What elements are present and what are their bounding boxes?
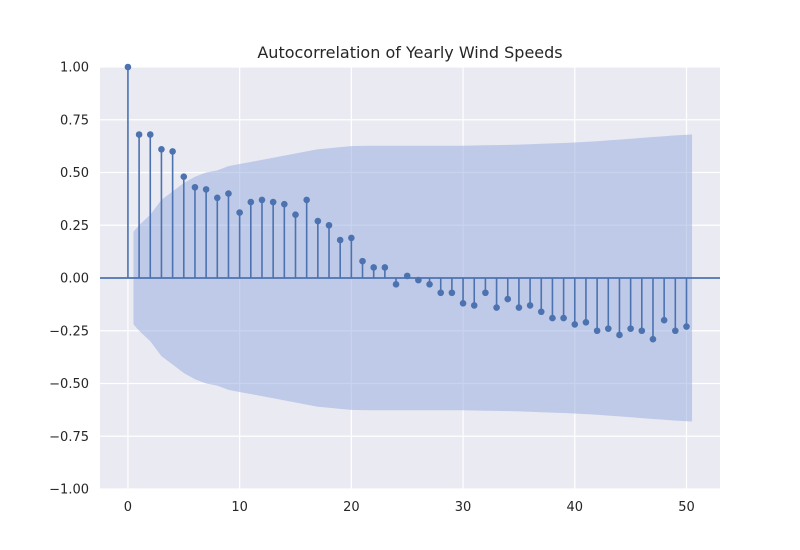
stem-markers bbox=[124, 63, 690, 343]
stem-point bbox=[504, 295, 512, 303]
stem-point bbox=[627, 325, 634, 332]
y-tick-label: −0.75 bbox=[49, 430, 89, 445]
y-tick-label: −0.25 bbox=[49, 324, 89, 339]
stem-point bbox=[582, 319, 590, 326]
stem-point bbox=[515, 304, 523, 311]
stem-point bbox=[604, 325, 612, 332]
y-tick-label: 0.00 bbox=[60, 272, 89, 287]
stem-point bbox=[314, 217, 322, 225]
stem-point bbox=[616, 331, 623, 339]
stem-point bbox=[336, 236, 344, 244]
stem-point bbox=[437, 289, 445, 297]
y-tick-labels: 1.00 0.75 0.50 0.25 0.00 −0.25 −0.50 −0.75 −1.00 bbox=[49, 61, 89, 498]
stem-point bbox=[683, 323, 690, 330]
stem-point bbox=[672, 327, 679, 335]
stem-point bbox=[180, 173, 188, 181]
stem-point bbox=[292, 211, 299, 218]
stem-point bbox=[191, 183, 199, 191]
stem-series bbox=[127, 67, 688, 340]
stem-point bbox=[213, 194, 221, 202]
x-tick-label: 40 bbox=[567, 500, 584, 515]
stem-point bbox=[448, 289, 456, 297]
stem-point bbox=[281, 200, 288, 208]
stem-point bbox=[303, 196, 310, 204]
stem-point bbox=[649, 335, 657, 343]
stem-point bbox=[325, 221, 333, 229]
x-tick-label: 30 bbox=[455, 500, 472, 515]
stem-point bbox=[146, 131, 154, 138]
stem-point bbox=[593, 327, 601, 335]
stem-point bbox=[526, 302, 534, 309]
x-tick-label: 50 bbox=[678, 500, 695, 515]
x-tick-label: 0 bbox=[124, 500, 132, 515]
y-tick-label: 0.25 bbox=[60, 219, 89, 234]
stem-point bbox=[392, 281, 400, 288]
stem-point bbox=[169, 148, 176, 155]
stem-point bbox=[269, 198, 277, 206]
x-tick-label: 20 bbox=[343, 500, 360, 515]
stem-point bbox=[236, 209, 243, 216]
stem-point bbox=[403, 272, 411, 280]
stem-point bbox=[124, 63, 132, 71]
y-tick-label: 1.00 bbox=[60, 61, 89, 76]
stem-point bbox=[470, 302, 478, 309]
stem-point bbox=[415, 276, 422, 284]
stem-point bbox=[537, 308, 545, 316]
stem-point bbox=[370, 264, 377, 271]
stem-point bbox=[381, 264, 389, 271]
stem-point bbox=[225, 190, 232, 197]
stem-point bbox=[482, 289, 489, 297]
stem-point bbox=[202, 186, 210, 193]
stem-point bbox=[359, 257, 366, 265]
stem-point bbox=[247, 198, 255, 206]
y-tick-label: 0.50 bbox=[60, 166, 89, 181]
stem-point bbox=[135, 131, 143, 138]
stem-point bbox=[158, 145, 165, 153]
y-tick-label: 0.75 bbox=[60, 113, 89, 128]
y-tick-label: −1.00 bbox=[49, 483, 89, 498]
stem-point bbox=[426, 281, 433, 288]
stem-point bbox=[549, 314, 556, 322]
y-tick-label: −0.50 bbox=[49, 377, 89, 392]
stem-point bbox=[459, 300, 467, 307]
stem-point bbox=[493, 304, 500, 311]
x-tick-labels: 0 10 20 30 40 50 bbox=[124, 500, 695, 515]
x-tick-label: 10 bbox=[231, 500, 248, 515]
stem-point bbox=[348, 234, 355, 242]
chart-title: Autocorrelation of Yearly Wind Speeds bbox=[257, 43, 562, 62]
stem-point bbox=[560, 314, 567, 322]
stem-point bbox=[660, 316, 668, 324]
stem-point bbox=[638, 327, 646, 335]
stem-point bbox=[571, 321, 579, 328]
stem-point bbox=[258, 196, 266, 204]
